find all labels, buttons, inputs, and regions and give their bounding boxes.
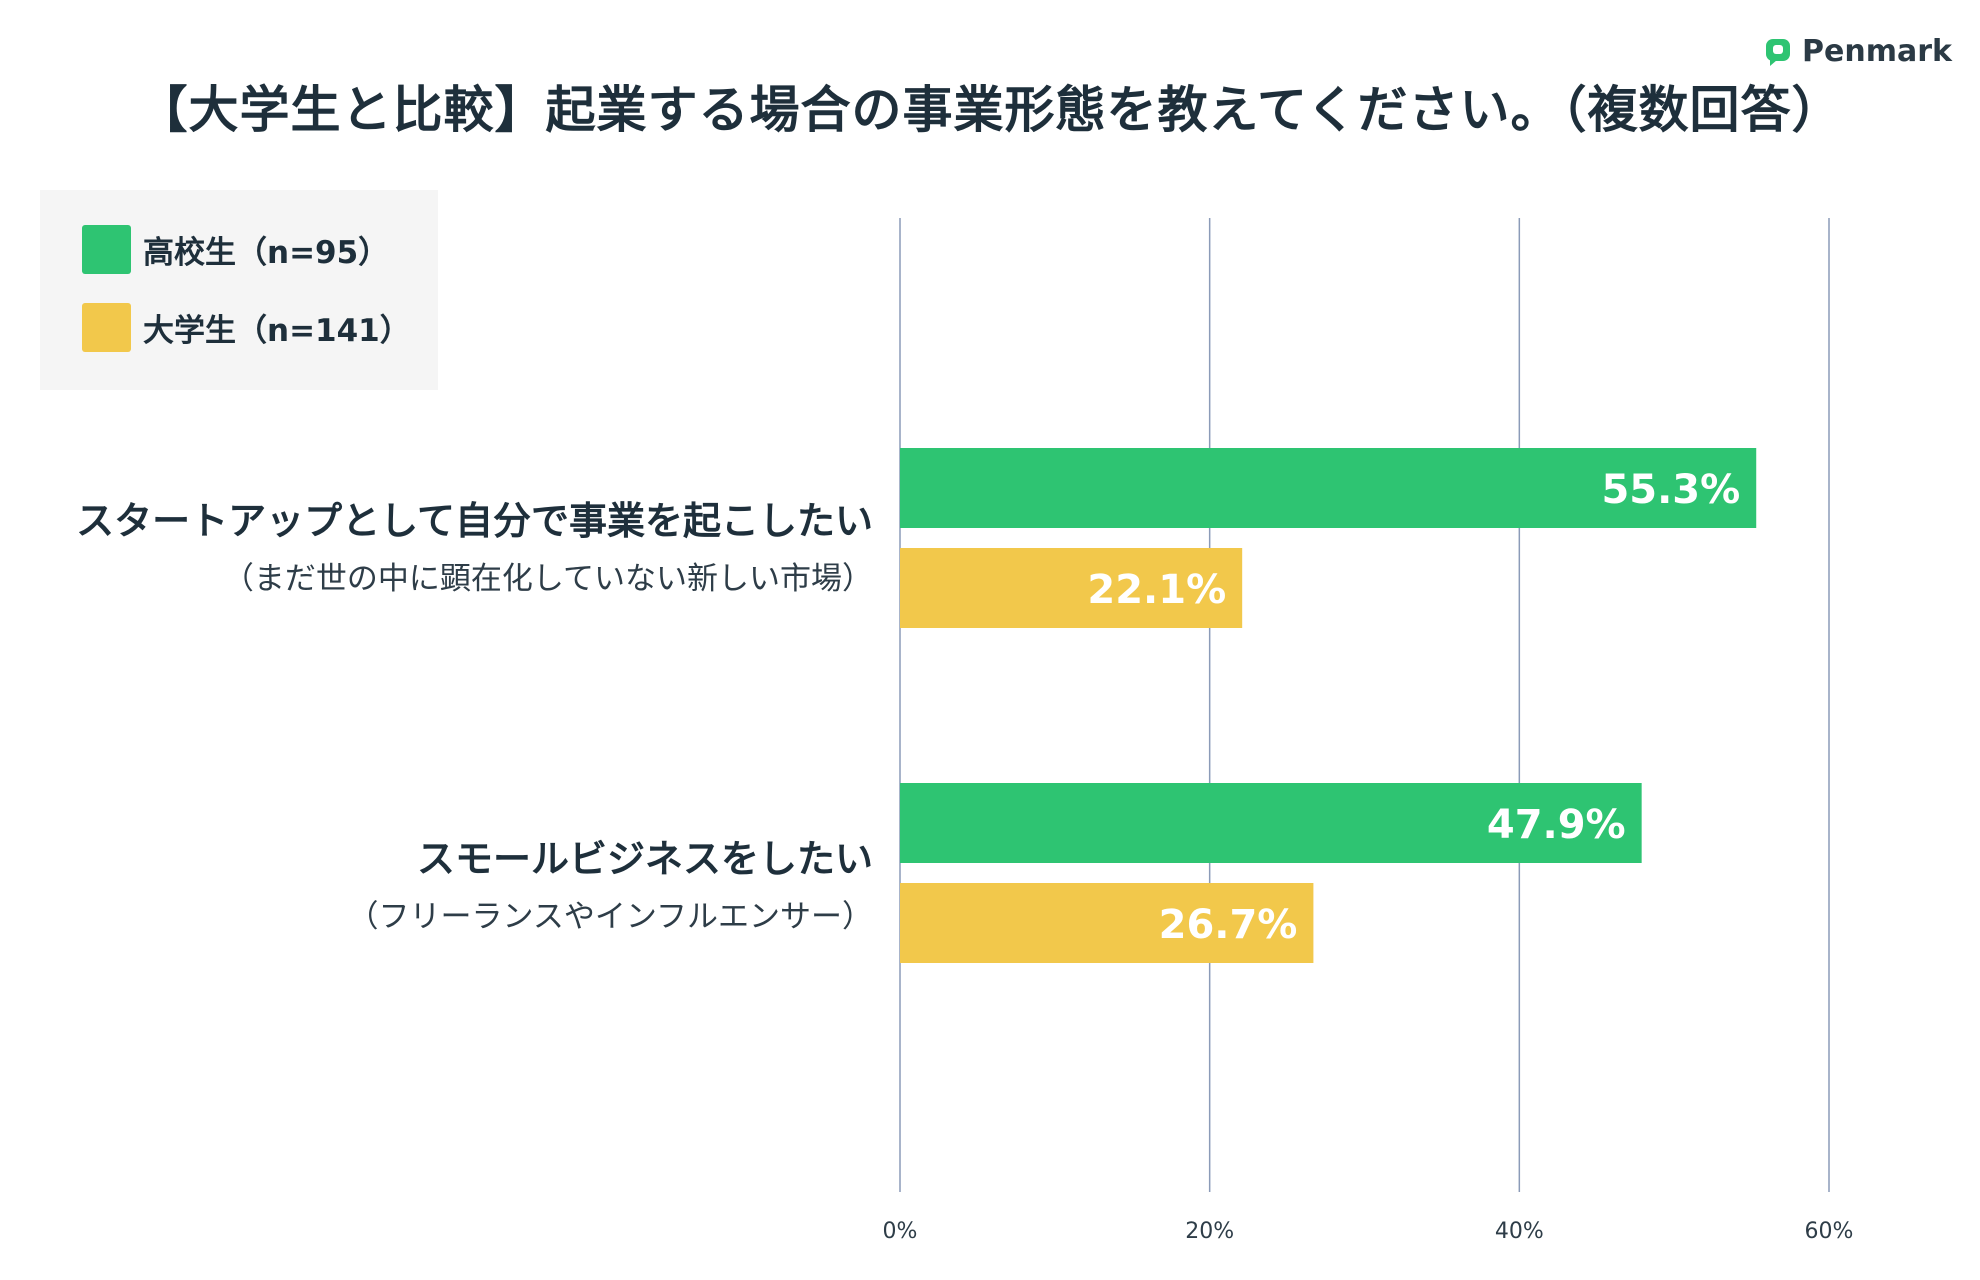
x-tick-label-20: 20% (1185, 1219, 1234, 1244)
category-subtitle-small-business: （フリーランスやインフルエンサー） (347, 899, 873, 935)
category-label-small-business: スモールビジネスをしたい （フリーランスやインフルエンサー） (348, 828, 873, 936)
legend-label-university: 大学生（n=141） (143, 313, 411, 349)
legend-label-highschool: 高校生（n=95） (143, 235, 390, 271)
bar-value-label-startup-university: 22.1% (1087, 567, 1226, 613)
legend-swatch-highschool (82, 225, 131, 274)
bar-value-label-small-business-university: 26.7% (1159, 902, 1298, 948)
penmark-logo-icon (1766, 38, 1791, 66)
bar-startup-university (900, 548, 1243, 628)
bar-startup-highschool (900, 448, 1757, 528)
brand-name: Penmark (1802, 34, 1952, 69)
category-label-startup: スタートアップとして自分で事業を起こしたい （まだ世の中に顕在化していない新しい… (76, 490, 873, 598)
x-tick-label-0: 0% (883, 1219, 918, 1244)
bar-value-label-startup-highschool: 55.3% (1601, 467, 1740, 513)
x-tick-label-40: 40% (1495, 1219, 1544, 1244)
category-subtitle-startup: （まだ世の中に顕在化していない新しい市場） (222, 561, 873, 597)
category-title-startup: スタートアップとして自分で事業を起こしたい (76, 499, 873, 543)
x-tick-label-60: 60% (1805, 1219, 1854, 1244)
category-title-small-business: スモールビジネスをしたい (416, 837, 873, 881)
brand-logo: Penmark (1764, 34, 1952, 69)
chart-title: 【大学生と比較】起業する場合の事業形態を教えてください。（複数回答） (137, 81, 1843, 139)
legend-item-highschool: 高校生（n=95） (82, 225, 389, 274)
bar-value-label-small-business-highschool: 47.9% (1487, 802, 1626, 848)
bar-small-business-university (900, 883, 1314, 963)
bar-small-business-highschool (900, 783, 1642, 863)
legend-item-university: 大学生（n=141） (82, 303, 411, 352)
legend-swatch-university (82, 303, 131, 352)
legend: 高校生（n=95） 大学生（n=141） (40, 190, 438, 390)
